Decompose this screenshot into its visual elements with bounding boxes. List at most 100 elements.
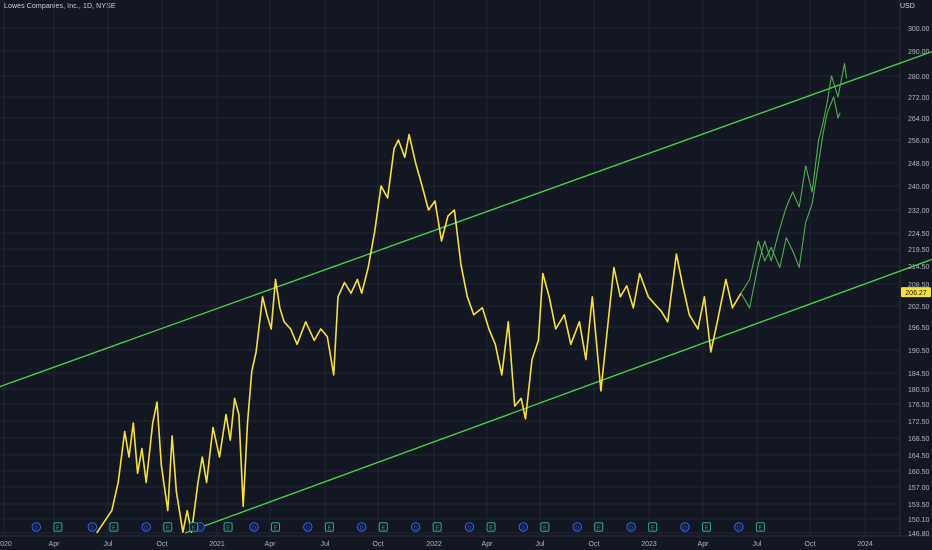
y-tick-label: 157.00	[908, 485, 930, 492]
svg-text:E: E	[226, 525, 230, 531]
y-tick-label: 180.50	[908, 387, 930, 394]
y-tick-label: 168.50	[908, 436, 930, 443]
y-tick-label: 248.00	[908, 161, 930, 168]
y-tick-label: 150.10	[908, 517, 930, 524]
svg-text:D: D	[360, 525, 364, 531]
x-tick-label: Oct	[373, 541, 384, 548]
y-tick-label: 214.50	[908, 264, 930, 271]
dividend-badge[interactable]: D	[249, 522, 259, 532]
x-tick-label: Oct	[589, 541, 600, 548]
svg-text:E: E	[651, 525, 655, 531]
y-tick-label: 256.00	[908, 138, 930, 145]
svg-text:D: D	[737, 525, 741, 531]
y-tick-label: 153.50	[908, 502, 930, 509]
svg-text:D: D	[575, 525, 579, 531]
earnings-badge[interactable]: E	[702, 522, 712, 532]
svg-text:E: E	[56, 525, 60, 531]
dividend-badge[interactable]: D	[680, 522, 690, 532]
dividend-badge[interactable]: D	[31, 522, 42, 532]
earnings-badge[interactable]: E	[486, 522, 496, 532]
y-tick-label: 146.80	[908, 531, 930, 538]
y-tick-label: 219.50	[908, 247, 930, 254]
dividend-badge[interactable]: D	[357, 522, 367, 532]
svg-text:D: D	[629, 525, 633, 531]
x-tick-label: 2024	[857, 541, 873, 548]
earnings-badge[interactable]: E	[648, 522, 658, 532]
svg-text:D: D	[144, 525, 148, 531]
svg-text:D: D	[252, 525, 256, 531]
earnings-badge[interactable]: E	[432, 522, 442, 532]
y-tick-label: 176.50	[908, 402, 930, 409]
currency-label: USD	[900, 3, 915, 10]
earnings-badge[interactable]: E	[163, 522, 173, 532]
svg-text:E: E	[435, 525, 439, 531]
svg-text:E: E	[328, 525, 332, 531]
earnings-badge[interactable]: E	[223, 522, 233, 532]
x-tick-label: Oct	[805, 541, 816, 548]
svg-text:D: D	[90, 525, 94, 531]
x-tick-label: Oct	[157, 541, 168, 548]
current-price-badge	[901, 287, 931, 298]
x-tick-label: 2023	[641, 541, 657, 548]
dividend-badge[interactable]: D	[410, 522, 421, 532]
svg-text:E: E	[274, 525, 278, 531]
earnings-badge[interactable]: E	[540, 522, 550, 532]
y-tick-label: 264.00	[908, 116, 930, 123]
channel-line-upper[interactable]	[0, 50, 932, 389]
current-price-label: 206.27	[905, 290, 927, 297]
y-tick-label: 232.00	[908, 208, 930, 215]
chart-title: Lowes Companies, Inc., 1D, NYSE	[4, 3, 116, 10]
x-tick-label: 2021	[209, 541, 225, 548]
x-tick-label: Apr	[482, 541, 494, 548]
earnings-badge[interactable]: E	[594, 522, 604, 532]
earnings-badge[interactable]: E	[271, 522, 281, 532]
y-tick-label: 202.50	[908, 304, 930, 311]
y-tick-label: 280.00	[908, 74, 930, 81]
svg-text:D: D	[306, 525, 310, 531]
svg-text:D: D	[198, 525, 202, 531]
y-tick-label: 300.00	[908, 26, 930, 33]
svg-text:D: D	[683, 525, 687, 531]
earnings-badge[interactable]: E	[755, 522, 765, 532]
earnings-badge[interactable]: E	[53, 522, 63, 532]
x-tick-label: Jul	[536, 541, 545, 548]
y-tick-label: 224.50	[908, 231, 930, 238]
channel-line-lower[interactable]	[184, 258, 932, 534]
dividend-badge[interactable]: D	[303, 522, 313, 532]
series-line-projection-b[interactable]	[740, 96, 841, 294]
earnings-badge[interactable]: E	[378, 522, 388, 532]
series-line-projection-a[interactable]	[740, 62, 848, 309]
x-tick-label: Jul	[104, 541, 113, 548]
svg-text:E: E	[705, 525, 709, 531]
x-tick-label: 2020	[0, 541, 12, 548]
svg-text:E: E	[166, 525, 170, 531]
y-tick-label: 184.50	[908, 371, 930, 378]
x-tick-label: Jul	[321, 541, 330, 548]
x-tick-label: 2022	[426, 541, 442, 548]
x-tick-label: Apr	[265, 541, 277, 548]
y-tick-label: 196.50	[908, 325, 930, 332]
earnings-badge[interactable]: E	[324, 522, 334, 532]
dividend-badge[interactable]: D	[87, 522, 98, 532]
y-tick-label: 172.50	[908, 419, 930, 426]
x-tick-label: Apr	[698, 541, 710, 548]
svg-text:D: D	[467, 525, 471, 531]
svg-text:D: D	[521, 525, 525, 531]
earnings-badge[interactable]: E	[109, 522, 119, 532]
y-tick-label: 164.50	[908, 453, 930, 460]
dividend-badge[interactable]: D	[141, 522, 151, 532]
dividend-badge[interactable]: D	[572, 522, 582, 532]
dividend-badge[interactable]: D	[626, 522, 636, 532]
svg-text:E: E	[543, 525, 547, 531]
dividend-badge[interactable]: D	[464, 522, 475, 532]
earnings-badge[interactable]: E	[189, 522, 199, 532]
svg-text:E: E	[759, 525, 763, 531]
dividend-badge[interactable]: D	[734, 522, 744, 532]
svg-text:D: D	[34, 525, 38, 531]
series-line-price[interactable]	[96, 133, 742, 534]
dividend-badge[interactable]: D	[518, 522, 529, 532]
svg-text:E: E	[381, 525, 385, 531]
y-tick-label: 272.00	[908, 95, 930, 102]
svg-text:E: E	[112, 525, 116, 531]
